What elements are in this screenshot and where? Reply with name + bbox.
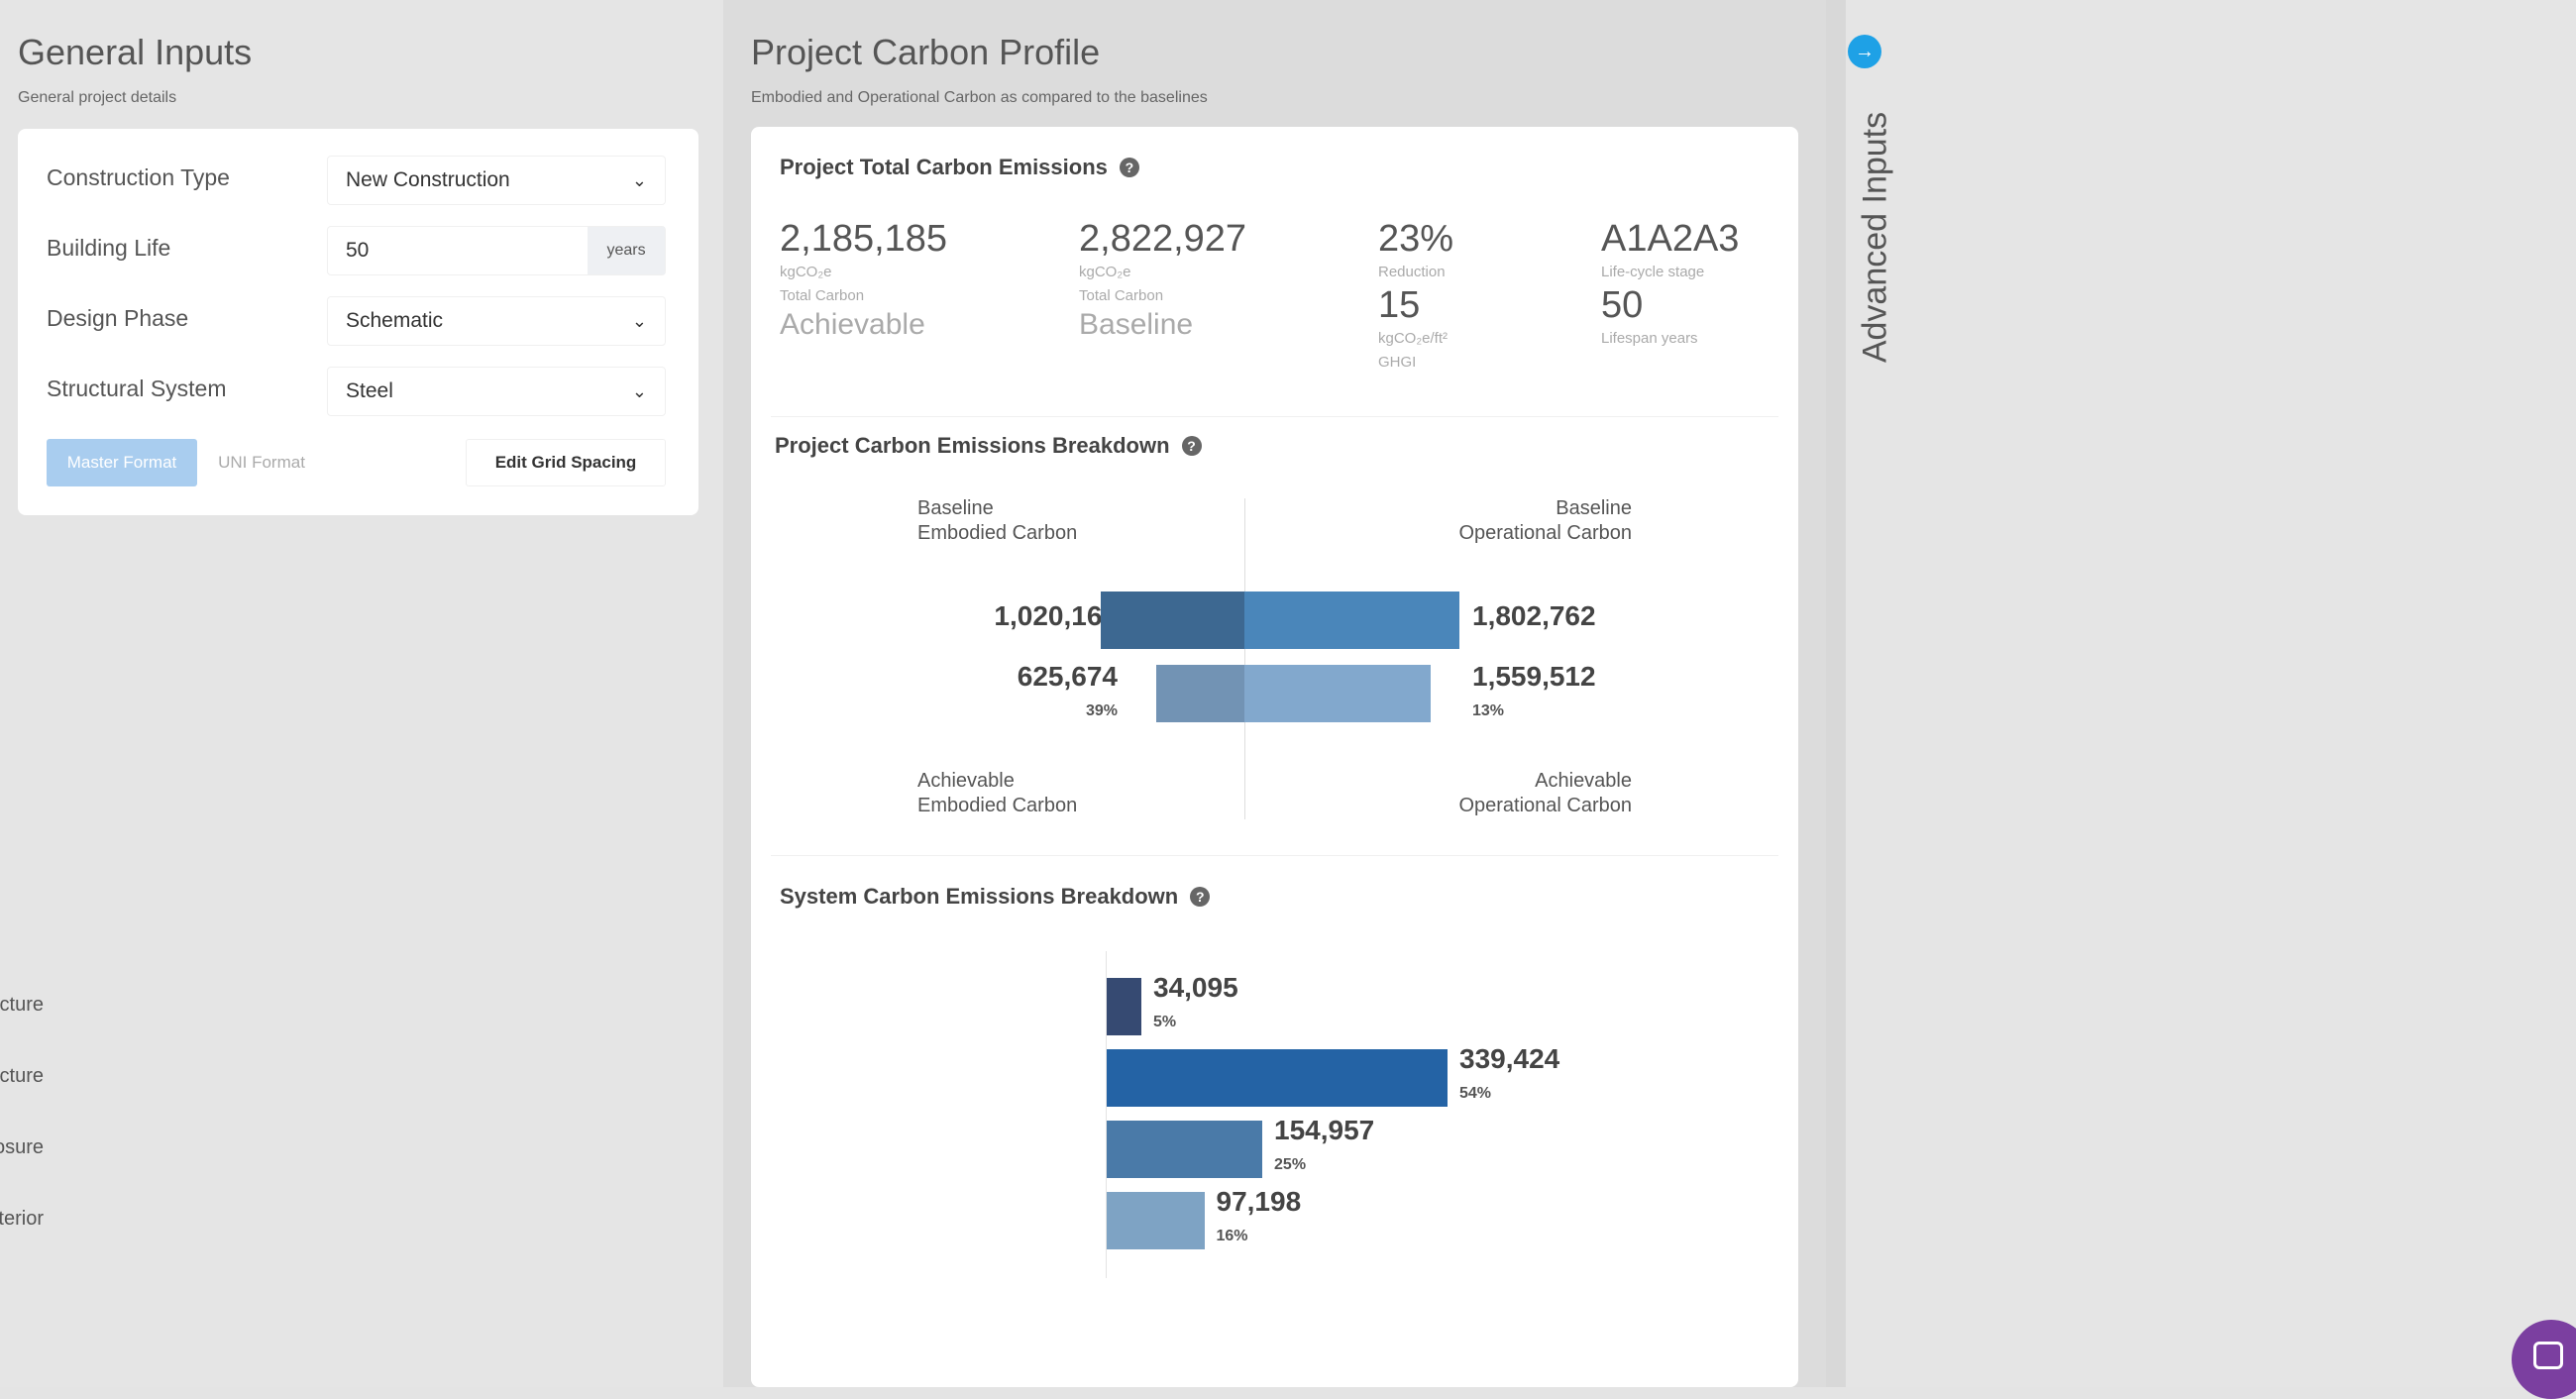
total-emissions-heading: Project Total Carbon Emissions? [780, 155, 1139, 180]
achievable-embodied-value: 625,674 [1017, 661, 1118, 692]
chevron-down-icon: ⌄ [631, 380, 647, 401]
value-label: 154,957 [1274, 1115, 1375, 1145]
divider [771, 416, 1778, 417]
label-achievable-embodied: Achievable Embodied Carbon [917, 770, 1078, 816]
achievable-embodied-bar [1156, 665, 1244, 722]
uni-format-tab[interactable]: UNI Format [218, 453, 305, 472]
category-label: Substructure [0, 994, 44, 1016]
operational-reduction: 13% [1472, 702, 1505, 719]
structural-system-value: Steel [346, 379, 393, 402]
design-phase-label: Design Phase [47, 305, 189, 331]
value-label: 34,095 [1153, 972, 1238, 1003]
carbon-profile-panel: Project Carbon Profile Embodied and Oper… [0, 0, 1826, 1387]
profile-card: Project Total Carbon Emissions? 2,185,18… [0, 127, 1798, 1387]
diverging-chart: 1,020,165 625,674 39% 1,802,762 1,559,51… [751, 127, 1798, 919]
reduction-value: 23% [1378, 218, 1454, 260]
edit-grid-spacing-button[interactable]: Edit Grid Spacing [466, 439, 666, 486]
structural-system-select[interactable]: Steel ⌄ [327, 367, 666, 416]
baseline-operational-value: 1,802,762 [1472, 600, 1596, 631]
category-label: Enclosure [0, 1136, 44, 1158]
total-emissions-title: Project Total Carbon Emissions [780, 155, 1108, 179]
help-icon[interactable]: ? [1181, 436, 1202, 456]
baseline-value: 2,822,927 [1079, 218, 1247, 260]
panel-divider[interactable] [1826, 0, 1846, 1387]
baseline-tag: Baseline [1079, 308, 1194, 341]
label-achievable-operational: Achievable Operational Carbon [1458, 770, 1632, 816]
system-axis [1106, 951, 1107, 1278]
page-subtitle: General project details [18, 89, 177, 106]
design-phase-select[interactable]: Schematic ⌄ [327, 296, 666, 346]
percent-label: 25% [1274, 1156, 1307, 1173]
value-label: 339,424 [1459, 1043, 1560, 1074]
category-label: Interior [0, 1208, 44, 1230]
diverging-axis [1244, 498, 1245, 819]
page-title: General Inputs [18, 32, 253, 72]
help-icon[interactable]: ? [1190, 887, 1211, 907]
construction-type-value: New Construction [346, 168, 510, 191]
chat-icon[interactable] [2512, 1320, 2576, 1399]
baseline-unit: kgCO₂e [1079, 264, 1131, 280]
system-bar-enclosure [1107, 1121, 1263, 1178]
stage-value: A1A2A3 [1601, 218, 1740, 260]
building-life-input[interactable]: 50 years [327, 226, 666, 275]
achievable-operational-value: 1,559,512 [1472, 661, 1596, 692]
embodied-reduction: 39% [1085, 702, 1118, 719]
baseline-label: Total Carbon [1079, 287, 1164, 304]
chevron-down-icon: ⌄ [631, 310, 647, 331]
value-label: 97,198 [1216, 1186, 1302, 1217]
construction-type-select[interactable]: New Construction ⌄ [327, 156, 666, 205]
profile-title: Project Carbon Profile [751, 32, 1101, 72]
achievable-unit: kgCO₂e [780, 264, 832, 280]
design-phase-value: Schematic [346, 309, 444, 332]
building-life-unit: years [588, 227, 665, 274]
profile-subtitle: Embodied and Operational Carbon as compa… [751, 89, 1208, 106]
structural-system-label: Structural System [47, 376, 227, 401]
baseline-operational-bar [1244, 592, 1459, 649]
breakdown-title: Project Carbon Emissions Breakdown [775, 433, 1170, 458]
building-life-value: 50 [346, 239, 370, 262]
stat-stage: A1A2A3 Life-cycle stage 50 Lifespan year… [1601, 218, 1739, 351]
achievable-tag: Achievable [780, 308, 925, 341]
achievable-label: Total Carbon [780, 287, 865, 304]
ghgi-unit: kgCO₂e/ft² [1378, 330, 1449, 347]
baseline-embodied-value: 1,020,165 [994, 600, 1118, 631]
label-baseline-operational: Baseline Operational Carbon [1458, 497, 1632, 544]
stat-baseline: 2,822,927 kgCO₂e Total Carbon Baseline [1079, 218, 1246, 342]
construction-type-label: Construction Type [47, 164, 230, 190]
reduction-label: Reduction [1378, 264, 1446, 280]
master-format-tab[interactable]: Master Format [47, 439, 197, 486]
achievable-value: 2,185,185 [780, 218, 948, 260]
achievable-operational-bar [1244, 665, 1431, 722]
lifespan-label: Lifespan years [1601, 330, 1698, 347]
divider [771, 855, 1778, 856]
system-bar-substructure [1107, 978, 1141, 1035]
category-label: Superstructure [0, 1065, 44, 1087]
lifespan-value: 50 [1601, 284, 1644, 326]
percent-label: 5% [1153, 1014, 1177, 1030]
system-heading: System Carbon Emissions Breakdown? [780, 884, 1211, 910]
chevron-down-icon: ⌄ [631, 169, 647, 190]
stat-achievable: 2,185,185 kgCO₂e Total Carbon Achievable [780, 218, 947, 342]
system-title: System Carbon Emissions Breakdown [780, 884, 1179, 909]
arrow-right-icon[interactable]: → [1848, 35, 1881, 68]
system-bar-interior [1107, 1192, 1205, 1249]
baseline-embodied-bar [1101, 592, 1244, 649]
label-baseline-embodied: Baseline Embodied Carbon [917, 497, 1078, 544]
breakdown-heading: Project Carbon Emissions Breakdown? [775, 433, 1202, 459]
percent-label: 54% [1459, 1085, 1492, 1102]
advanced-inputs-panel: → Advanced Inputs [1846, 0, 2576, 1399]
building-life-label: Building Life [47, 235, 171, 261]
percent-label: 16% [1216, 1228, 1248, 1244]
stage-label: Life-cycle stage [1601, 264, 1705, 280]
system-bar-superstructure [1107, 1049, 1448, 1107]
general-inputs-panel: General Inputs General project details C… [0, 0, 723, 1387]
advanced-inputs-label[interactable]: Advanced Inputs [1856, 111, 1894, 364]
ghgi-label: GHGI [1378, 354, 1417, 371]
ghgi-value: 15 [1378, 284, 1421, 326]
help-icon[interactable]: ? [1119, 158, 1139, 177]
stat-reduction: 23% Reduction 15 kgCO₂e/ft² GHGI [1378, 218, 1453, 375]
